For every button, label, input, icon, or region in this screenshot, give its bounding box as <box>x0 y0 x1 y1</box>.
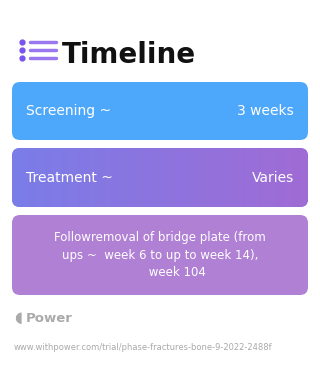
FancyBboxPatch shape <box>12 148 308 207</box>
Text: Treatment ~: Treatment ~ <box>26 171 113 185</box>
Text: Varies: Varies <box>252 171 294 185</box>
FancyBboxPatch shape <box>12 82 308 140</box>
Text: www.withpower.com/trial/phase-fractures-bone-9-2022-2488f: www.withpower.com/trial/phase-fractures-… <box>14 344 273 352</box>
Text: Followremoval of bridge plate (from
ups ~  week 6 to up to week 14),
         we: Followremoval of bridge plate (from ups … <box>54 232 266 279</box>
Text: Timeline: Timeline <box>62 41 196 69</box>
Text: 3 weeks: 3 weeks <box>237 104 294 118</box>
Text: ◖: ◖ <box>14 310 22 326</box>
Text: Power: Power <box>26 312 73 324</box>
Text: Screening ~: Screening ~ <box>26 104 111 118</box>
FancyBboxPatch shape <box>12 215 308 295</box>
